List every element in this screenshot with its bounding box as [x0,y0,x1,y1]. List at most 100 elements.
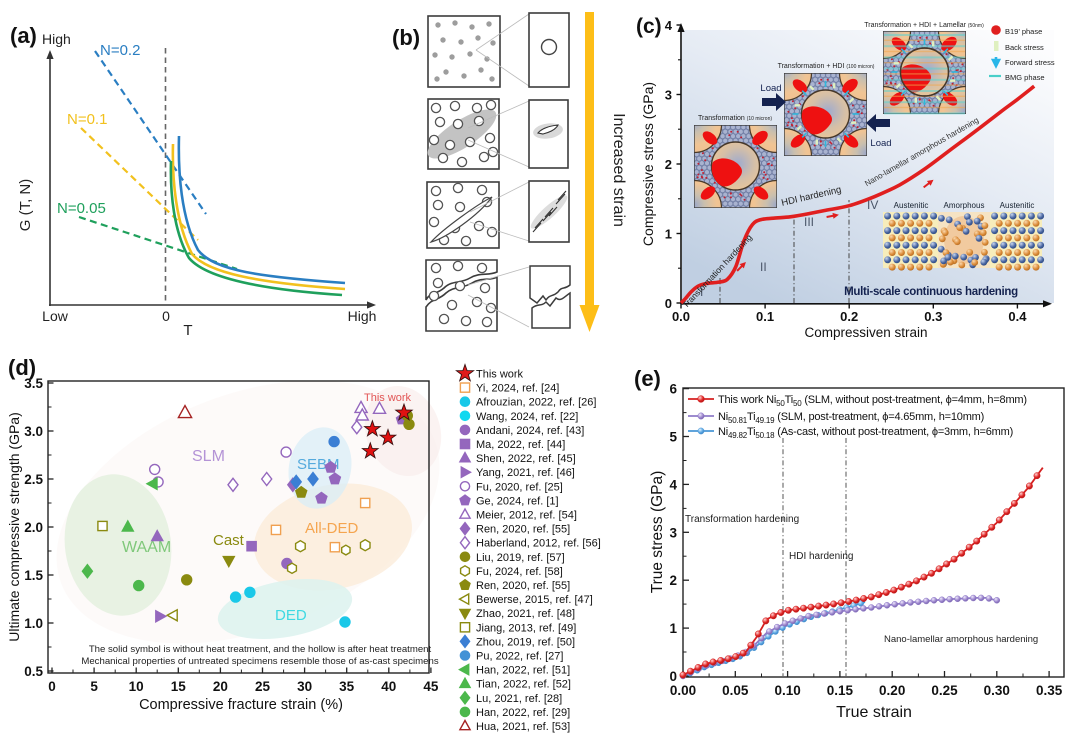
svg-text:BMG phase: BMG phase [1005,73,1045,82]
svg-text:2.5: 2.5 [24,472,43,487]
svg-text:Cast: Cast [213,532,245,549]
svg-text:Han, 2022, ref. [51]: Han, 2022, ref. [51] [476,665,570,677]
svg-text:0.10: 0.10 [774,683,800,698]
svg-text:25: 25 [255,679,271,694]
svg-text:Ni49.82Ti50.18 (As-cast, witho: Ni49.82Ti50.18 (As-cast, without post-tr… [718,426,1013,440]
svg-text:0: 0 [48,679,56,694]
svg-text:(b): (b) [392,25,420,50]
svg-text:DED: DED [275,607,307,624]
svg-text:Forward stress: Forward stress [1005,58,1055,67]
svg-text:(c): (c) [636,15,662,38]
svg-text:0.2: 0.2 [840,309,858,324]
svg-text:Compressiven strain: Compressiven strain [804,325,927,340]
svg-text:Mechanical properties of untre: Mechanical properties of untreated speci… [81,656,438,667]
svg-text:T: T [183,322,192,339]
svg-text:0.00: 0.00 [670,683,696,698]
svg-text:Load: Load [870,138,891,149]
svg-text:10: 10 [129,679,144,694]
svg-text:Austenitic: Austenitic [1000,201,1035,210]
svg-text:SLM: SLM [192,448,225,465]
svg-text:Yang, 2021, ref. [46]: Yang, 2021, ref. [46] [476,467,575,479]
svg-text:3.0: 3.0 [24,424,43,439]
svg-text:0.0: 0.0 [672,309,690,324]
svg-text:0: 0 [665,296,672,311]
svg-text:0.1: 0.1 [756,309,774,324]
svg-text:Pu, 2022, ref. [27]: Pu, 2022, ref. [27] [476,651,563,663]
svg-text:Nano-lamellar amorphous harden: Nano-lamellar amorphous hardening [884,634,1038,645]
svg-text:40: 40 [381,679,396,694]
svg-text:B19’ phase: B19’ phase [1005,27,1042,36]
svg-text:0.15: 0.15 [827,683,854,698]
svg-text:0.35: 0.35 [1036,683,1063,698]
svg-text:35: 35 [339,679,355,694]
svg-text:1: 1 [669,621,677,636]
svg-text:Austenitic: Austenitic [894,201,929,210]
svg-text:Wang, 2024, ref. [22]: Wang, 2024, ref. [22] [476,411,578,423]
svg-text:0.5: 0.5 [24,664,43,679]
svg-text:Ren, 2020, ref. [55]: Ren, 2020, ref. [55] [476,524,570,536]
svg-text:Shen, 2022, ref. [45]: Shen, 2022, ref. [45] [476,453,576,465]
svg-text:6: 6 [669,382,677,397]
svg-text:G (T, N): G (T, N) [17,179,34,232]
svg-text:Compressive stress (GPa): Compressive stress (GPa) [640,82,656,246]
svg-text:0: 0 [162,308,170,324]
svg-text:True stress (GPa): True stress (GPa) [649,471,666,594]
svg-text:WAAM: WAAM [122,539,171,556]
svg-text:Haberland, 2012, ref. [56]: Haberland, 2012, ref. [56] [476,538,601,550]
svg-text:Transformation hardening: Transformation hardening [685,514,799,525]
svg-text:Meier, 2012, ref. [54]: Meier, 2012, ref. [54] [476,510,577,522]
svg-text:True strain: True strain [836,704,912,721]
svg-text:30: 30 [297,679,312,694]
svg-text:Afrouzian, 2022, ref. [26]: Afrouzian, 2022, ref. [26] [476,397,596,409]
svg-text:Ultimate compressive strength: Ultimate compressive strength (GPa) [6,412,22,642]
svg-text:III: III [804,215,814,229]
svg-text:3: 3 [669,525,677,540]
svg-text:Jiang, 2013, ref. [49]: Jiang, 2013, ref. [49] [476,622,576,634]
svg-text:Transformation + HDI + Lamella: Transformation + HDI + Lamellar (50nm) [864,22,984,29]
svg-text:3: 3 [665,88,672,103]
svg-text:5: 5 [90,679,98,694]
svg-text:The solid symbol is without he: The solid symbol is without heat treatme… [89,644,432,655]
svg-text:Fu, 2020, ref. [25]: Fu, 2020, ref. [25] [476,481,563,493]
svg-text:Zhou, 2019, ref. [50]: Zhou, 2019, ref. [50] [476,636,575,648]
svg-text:0.3: 0.3 [924,309,942,324]
svg-text:N=0.1: N=0.1 [67,111,107,128]
svg-text:Ren, 2020, ref. [55]: Ren, 2020, ref. [55] [476,580,570,592]
svg-text:3.5: 3.5 [24,376,43,391]
svg-text:I: I [700,285,703,299]
svg-text:This work: This work [364,392,412,404]
svg-text:Ni50.81Ti49.19 (SLM, post-trea: Ni50.81Ti49.19 (SLM, post-treatment, ϕ=4… [718,411,984,425]
svg-text:20: 20 [213,679,228,694]
svg-text:1: 1 [665,227,672,242]
svg-text:N=0.2: N=0.2 [100,42,140,59]
svg-text:0.30: 0.30 [984,683,1010,698]
svg-text:Tian, 2022, ref. [52]: Tian, 2022, ref. [52] [476,679,571,691]
svg-text:Han, 2022, ref. [29]: Han, 2022, ref. [29] [476,707,570,719]
svg-text:Multi-scale continuous hardeni: Multi-scale continuous hardening [844,286,1018,298]
svg-text:Liu, 2019, ref. [57]: Liu, 2019, ref. [57] [476,552,565,564]
svg-text:II: II [760,260,767,274]
svg-text:Lu, 2021, ref. [28]: Lu, 2021, ref. [28] [476,693,562,705]
svg-text:High: High [348,308,377,324]
svg-text:Fu, 2024, ref. [58]: Fu, 2024, ref. [58] [476,566,563,578]
svg-text:Low: Low [42,308,69,324]
svg-text:HDI hardening: HDI hardening [789,551,853,562]
svg-text:(a): (a) [10,23,37,48]
svg-text:0.4: 0.4 [1008,309,1027,324]
svg-text:Transformation (10 micron): Transformation (10 micron) [698,115,772,122]
svg-text:N=0.05: N=0.05 [57,200,106,217]
svg-text:1.5: 1.5 [24,568,43,583]
svg-text:Load: Load [760,83,781,94]
svg-text:All-DED: All-DED [305,520,359,537]
svg-text:Increased strain: Increased strain [610,113,627,227]
svg-text:15: 15 [171,679,187,694]
svg-text:Hua, 2021, ref. [53]: Hua, 2021, ref. [53] [476,721,570,733]
svg-text:5: 5 [669,430,677,445]
svg-text:Yi, 2024, ref. [24]: Yi, 2024, ref. [24] [476,383,559,395]
svg-text:1.0: 1.0 [24,616,43,631]
svg-text:Andani, 2024, ref. [43]: Andani, 2024, ref. [43] [476,425,584,437]
svg-text:0.20: 0.20 [879,683,905,698]
svg-text:0: 0 [669,669,677,684]
svg-text:0.05: 0.05 [722,683,749,698]
svg-text:Back stress: Back stress [1005,43,1044,52]
